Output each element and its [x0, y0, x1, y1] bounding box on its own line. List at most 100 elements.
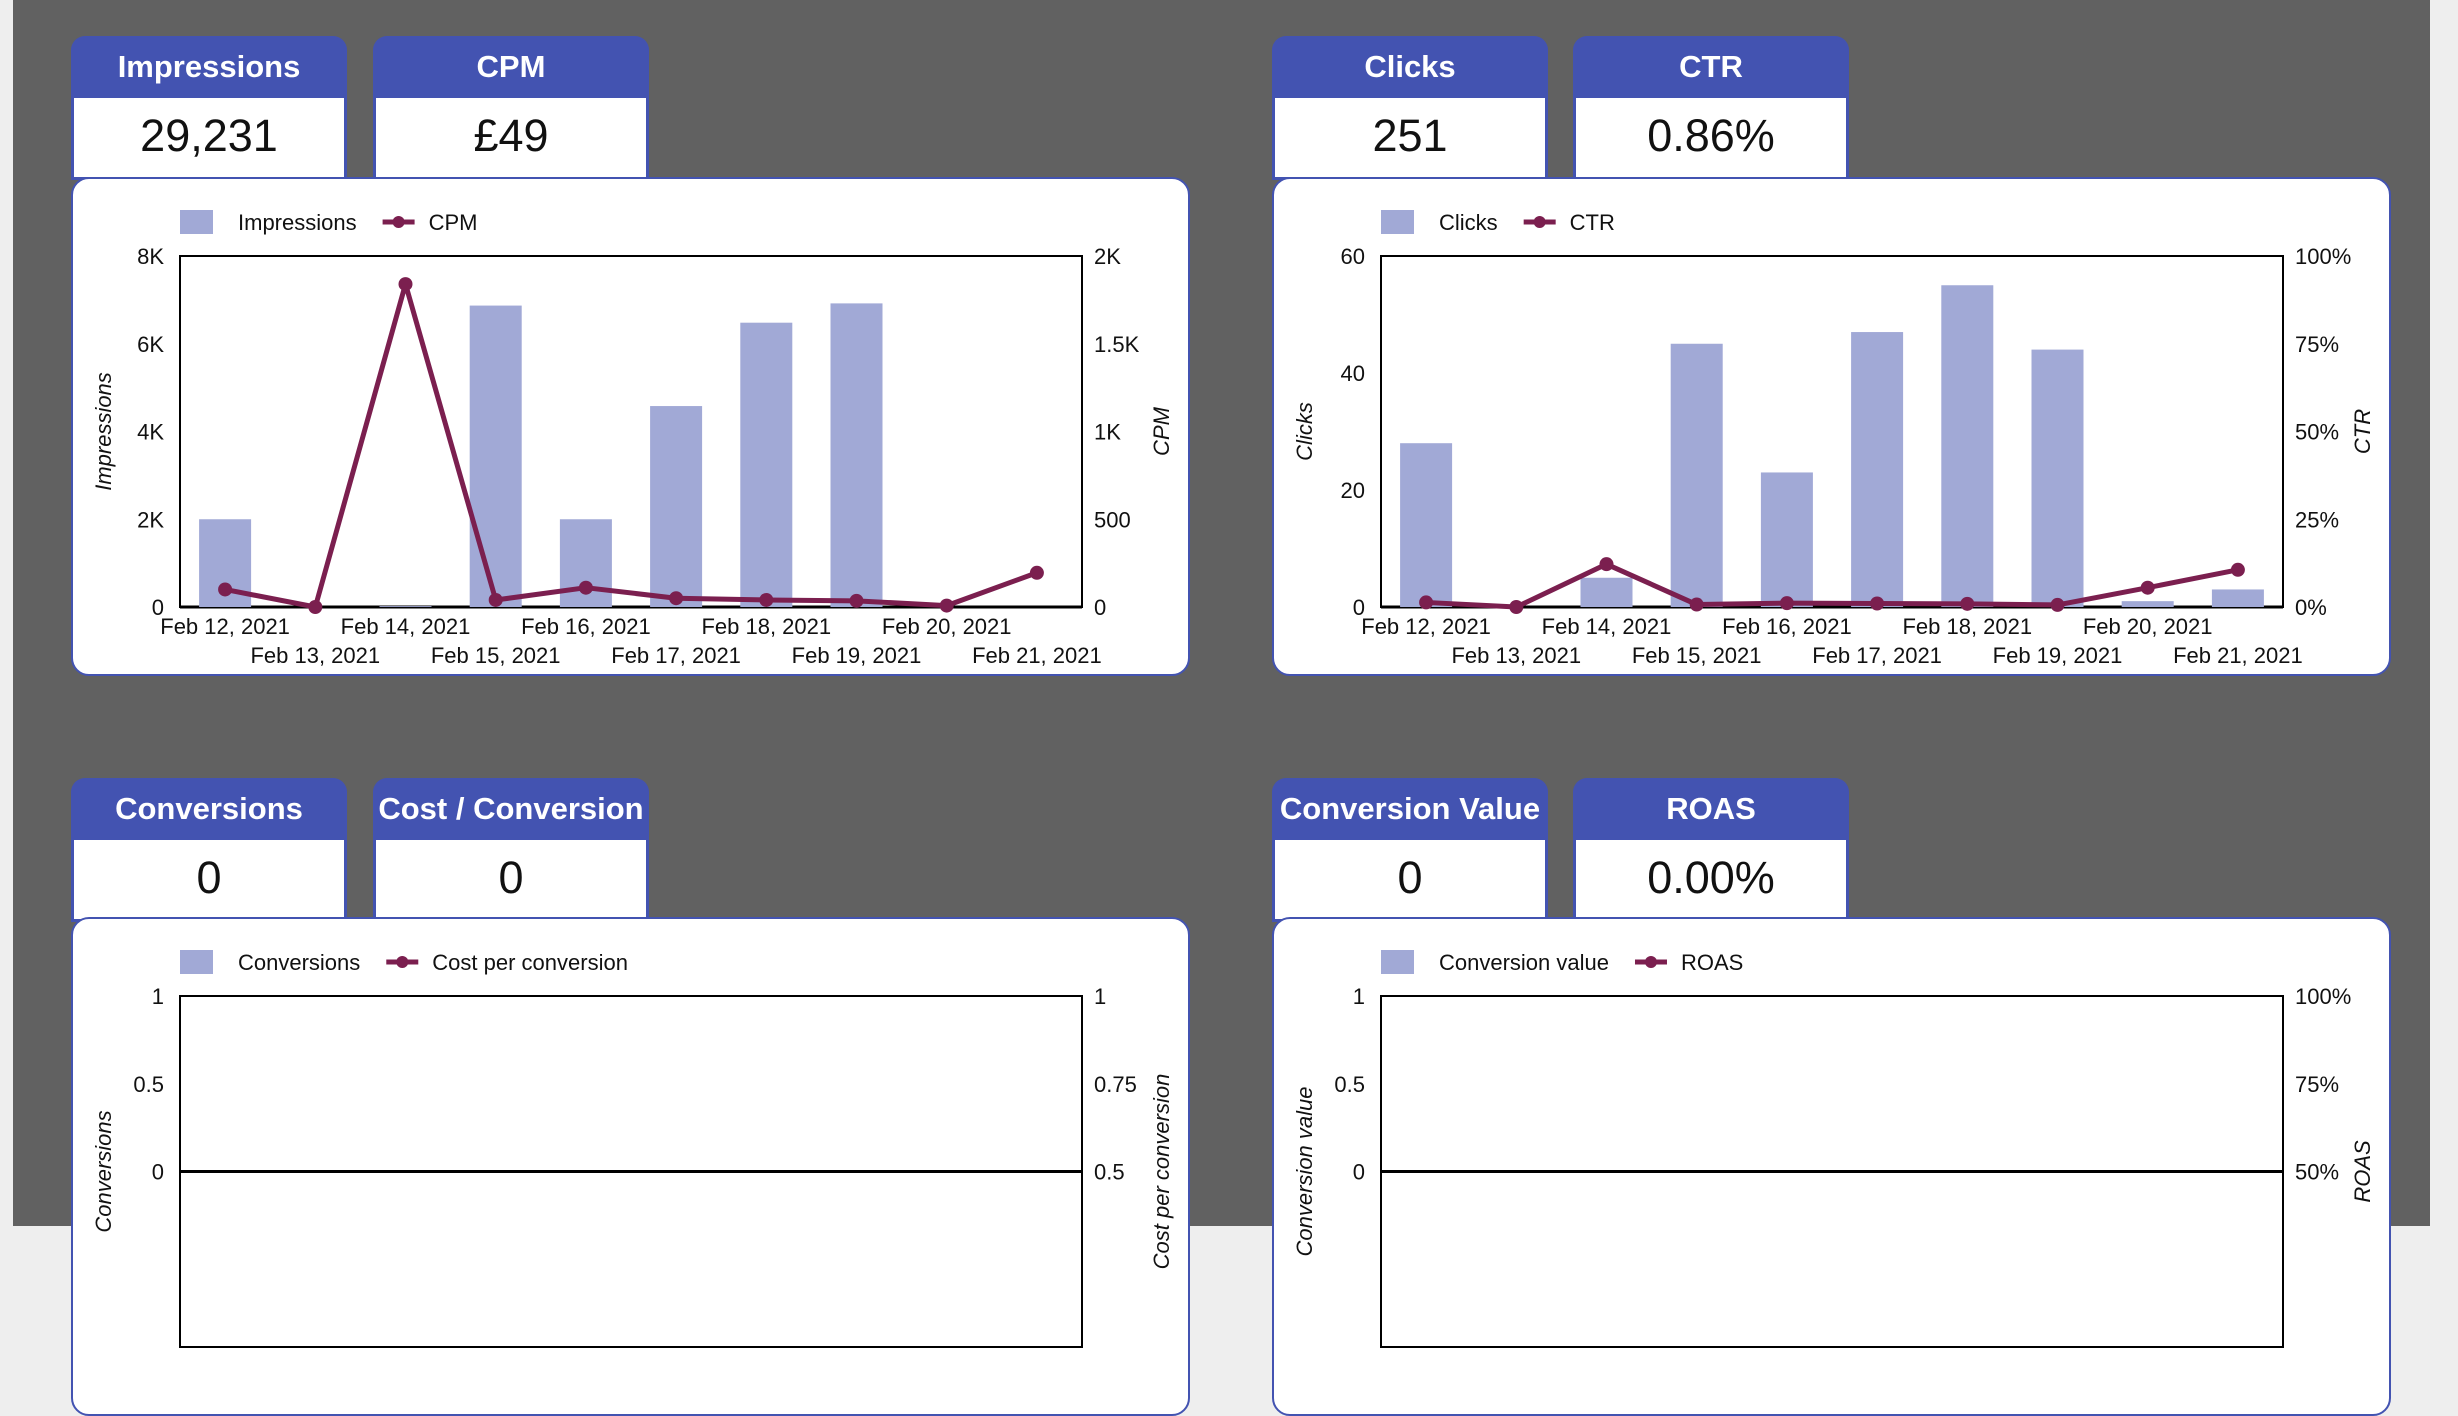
line-point [2050, 597, 2065, 612]
x-tick-label: Feb 21, 2021 [2173, 643, 2303, 668]
kpi-value: 29,231 [71, 98, 347, 180]
series-line [1425, 561, 2239, 610]
legend-label: Conversion value [1439, 950, 1609, 975]
chart-svg: Conversions Cost per conversion 0 0.5 1 0.5 0.… [91, 950, 1174, 1348]
line-point [1029, 565, 1044, 580]
kpi-label: CTR [1573, 36, 1849, 98]
bar [1400, 443, 1453, 607]
line-point [1870, 596, 1885, 611]
y-axis-title: Conversion value [1292, 1087, 1317, 1257]
chart-svg: Conversion value ROAS 0 0.5 1 50% 75% 100% Conve… [1292, 950, 2375, 1348]
y2-axis-title: CTR [2350, 409, 2375, 454]
kpi-label: Impressions [71, 36, 347, 98]
kpi-value: 0.00% [1573, 840, 1849, 922]
bar [469, 305, 522, 607]
y-tick-label: 20 [1341, 478, 1365, 503]
kpi-roas: ROAS 0.00% [1573, 778, 1849, 922]
legend-label: Impressions [238, 210, 357, 235]
y2-tick-label: 2K [1094, 244, 1121, 269]
y2-tick-label: 100% [2295, 984, 2351, 1009]
y2-tick-label: 75% [2295, 1072, 2339, 1097]
y-tick-label: 1 [1353, 984, 1365, 1009]
x-tick-label: Feb 21, 2021 [972, 643, 1102, 668]
y2-tick-label: 0% [2295, 595, 2327, 620]
y-tick-label: 0.5 [1334, 1072, 1365, 1097]
kpi-label: CPM [373, 36, 649, 98]
legend-label: Clicks [1439, 210, 1498, 235]
x-tick-label: Feb 19, 2021 [792, 643, 922, 668]
kpi-conversion-value: Conversion Value 0 [1272, 778, 1548, 922]
kpi-cpm: CPM £49 [373, 36, 649, 180]
chart-conversions-cost: Conversions Cost per conversion 0 0.5 1 0.5 0.… [71, 917, 1190, 1416]
x-tick-label: Feb 19, 2021 [1993, 643, 2123, 668]
bar [740, 322, 793, 607]
x-tick-label: Feb 14, 2021 [341, 614, 471, 639]
kpi-label: Cost / Conversion [373, 778, 649, 840]
x-tick-label: Feb 20, 2021 [882, 614, 1012, 639]
y2-tick-label: 1K [1094, 420, 1121, 445]
bar [379, 606, 432, 607]
y2-axis-title: Cost per conversion [1149, 1074, 1174, 1270]
series-line [224, 281, 1038, 610]
bar [650, 406, 703, 607]
line-point [308, 600, 323, 614]
y-tick-label: 6K [137, 332, 164, 357]
y2-tick-label: 1 [1094, 984, 1106, 1009]
x-tick-label: Feb 16, 2021 [1722, 614, 1852, 639]
kpi-value: 251 [1272, 98, 1548, 180]
x-tick-label: Feb 12, 2021 [1361, 614, 1491, 639]
kpi-cost-per-conversion: Cost / Conversion 0 [373, 778, 649, 922]
chart-impressions-cpm: Impressions CPM 0 2K 4K 6K 8K 0 500 1K 1.5K 2K Impre… [71, 177, 1190, 676]
line-point [849, 593, 864, 608]
y-tick-label: 0 [1353, 1160, 1365, 1185]
legend-label: Cost per conversion [432, 950, 628, 975]
x-tick-label: Feb 14, 2021 [1542, 614, 1672, 639]
bar [1760, 472, 1813, 607]
plot-frame [1380, 255, 2284, 608]
x-tick-label: Feb 17, 2021 [1812, 643, 1942, 668]
y-tick-label: 40 [1341, 361, 1365, 386]
y-axis-title: Impressions [91, 372, 116, 491]
legend-bar-swatch [180, 210, 213, 234]
legend-line-marker [1533, 216, 1546, 228]
kpi-value: 0.86% [1573, 98, 1849, 180]
y2-tick-label: 500 [1094, 507, 1131, 532]
bar [1851, 332, 1904, 607]
y2-tick-label: 0.5 [1094, 1160, 1125, 1185]
x-tick-label: Feb 13, 2021 [1451, 643, 1581, 668]
legend-label: Conversions [238, 950, 360, 975]
line-point [759, 592, 774, 607]
kpi-impressions: Impressions 29,231 [71, 36, 347, 180]
chart-svg: Clicks CTR 0 20 40 60 0% 25% 50% 75% 100% Clicks CTR… [1292, 210, 2375, 668]
y2-tick-label: 75% [2295, 332, 2339, 357]
y-tick-label: 60 [1341, 244, 1365, 269]
chart-svg: Impressions CPM 0 2K 4K 6K 8K 0 500 1K 1.5K 2K Impre… [91, 210, 1174, 668]
y-tick-label: 2K [137, 507, 164, 532]
line-point [2140, 580, 2155, 595]
x-tick-label: Feb 15, 2021 [1632, 643, 1762, 668]
bar [1941, 285, 1994, 607]
legend-line-marker [396, 956, 409, 968]
line-point [218, 582, 233, 597]
bar [1670, 343, 1723, 607]
kpi-label: ROAS [1573, 778, 1849, 840]
kpi-label: Conversion Value [1272, 778, 1548, 840]
y2-tick-label: 50% [2295, 1160, 2339, 1185]
line-point [1689, 597, 1704, 612]
y2-tick-label: 25% [2295, 507, 2339, 532]
kpi-label: Conversions [71, 778, 347, 840]
kpi-clicks: Clicks 251 [1272, 36, 1548, 180]
chart-conversion-value-roas: Conversion value ROAS 0 0.5 1 50% 75% 100% Conve… [1272, 917, 2391, 1416]
x-tick-label: Feb 13, 2021 [250, 643, 380, 668]
line-point [398, 277, 413, 292]
y2-axis-title: ROAS [2350, 1140, 2375, 1203]
kpi-value: 0 [71, 840, 347, 922]
y2-tick-label: 100% [2295, 244, 2351, 269]
y-axis-title: Clicks [1292, 402, 1317, 461]
kpi-ctr: CTR 0.86% [1573, 36, 1849, 180]
x-tick-label: Feb 15, 2021 [431, 643, 561, 668]
kpi-value: 0 [1272, 840, 1548, 922]
kpi-conversions: Conversions 0 [71, 778, 347, 922]
x-tick-label: Feb 18, 2021 [1902, 614, 2032, 639]
legend-bar-swatch [1381, 210, 1414, 234]
